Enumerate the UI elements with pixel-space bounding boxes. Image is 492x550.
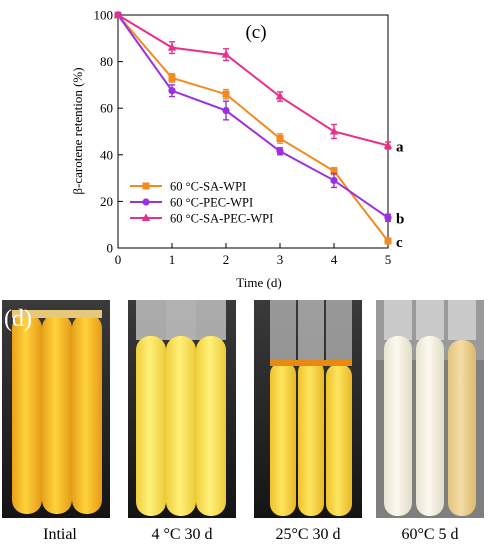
y-tick-label: 80 (100, 54, 113, 69)
series-2: a (113, 10, 404, 155)
data-point (168, 74, 176, 82)
retention-line-chart: 0 1 2 3 4 5 0 20 40 60 80 100 cb a (c) Time (d) β-ca… (70, 8, 404, 291)
axes: 0 1 2 3 4 5 0 20 40 60 80 100 (94, 8, 392, 268)
tubes-25c-image (254, 300, 362, 518)
y-tick-label: 20 (100, 194, 113, 209)
legend-marker (142, 182, 150, 190)
panel-label-d: (d) (4, 306, 32, 332)
y-tick-label: 60 (100, 101, 113, 116)
x-tick-label: 4 (331, 252, 338, 267)
panel-label-c: (c) (245, 22, 266, 43)
x-tick-label: 5 (385, 252, 392, 267)
legend-marker (141, 213, 151, 221)
data-point (167, 43, 177, 51)
legend: 60 °C-SA-WPI 60 °C-PEC-WPI 60 °C-SA-PEC-WP… (130, 180, 273, 226)
data-point (113, 10, 123, 18)
y-axis-title: β-carotene retention (%) (70, 67, 85, 194)
data-point (222, 106, 230, 115)
data-point (221, 50, 231, 58)
data-point (275, 92, 285, 100)
caption-4c: 4 °C 30 d (151, 526, 213, 543)
data-point (383, 140, 393, 149)
data-point (168, 87, 176, 95)
photo-60c-5d (376, 300, 484, 518)
significance-label: c (396, 235, 403, 251)
series-1: b (114, 11, 404, 228)
series-layer: cb a (113, 10, 404, 251)
photo-initial (2, 300, 110, 518)
data-point (222, 90, 230, 98)
significance-label: b (396, 212, 404, 228)
data-point (276, 147, 284, 155)
photo-25c-30d (254, 300, 362, 518)
x-tick-label: 1 (169, 252, 176, 267)
series-line (117, 14, 389, 219)
photo-4c-30d (128, 300, 236, 518)
x-tick-label: 3 (277, 252, 284, 267)
tubes-60c-image (376, 300, 484, 518)
y-tick-label: 0 (107, 241, 114, 256)
legend-label: 60 °C-PEC-WPI (170, 196, 253, 210)
significance-label: a (396, 139, 404, 155)
series-line (117, 14, 389, 242)
sample-photos: Intial 4 °C 30 d 25°C 30 d 60°C 5 d (0, 292, 492, 550)
caption-25c: 25°C 30 d (275, 526, 341, 543)
legend-marker (142, 198, 150, 206)
data-point (276, 134, 284, 142)
series-line (117, 14, 389, 147)
data-point (384, 237, 392, 245)
plot-frame (117, 14, 389, 249)
tubes-4c-image (128, 300, 236, 518)
data-point (329, 127, 339, 135)
legend-label: 60 °C-SA-PEC-WPI (170, 212, 273, 226)
data-point (384, 214, 392, 222)
data-point (330, 167, 338, 175)
series-0: c (114, 11, 403, 251)
legend-label: 60 °C-SA-WPI (170, 180, 246, 194)
caption-initial: Intial (43, 526, 77, 543)
data-point (330, 176, 338, 185)
x-tick-label: 2 (223, 252, 230, 267)
y-tick-label: 100 (94, 8, 114, 23)
tubes-initial-image (2, 300, 110, 518)
caption-60c: 60°C 5 d (401, 526, 459, 543)
x-tick-label: 0 (115, 252, 122, 267)
y-tick-label: 40 (100, 147, 113, 162)
x-axis-title: Time (d) (236, 275, 281, 290)
